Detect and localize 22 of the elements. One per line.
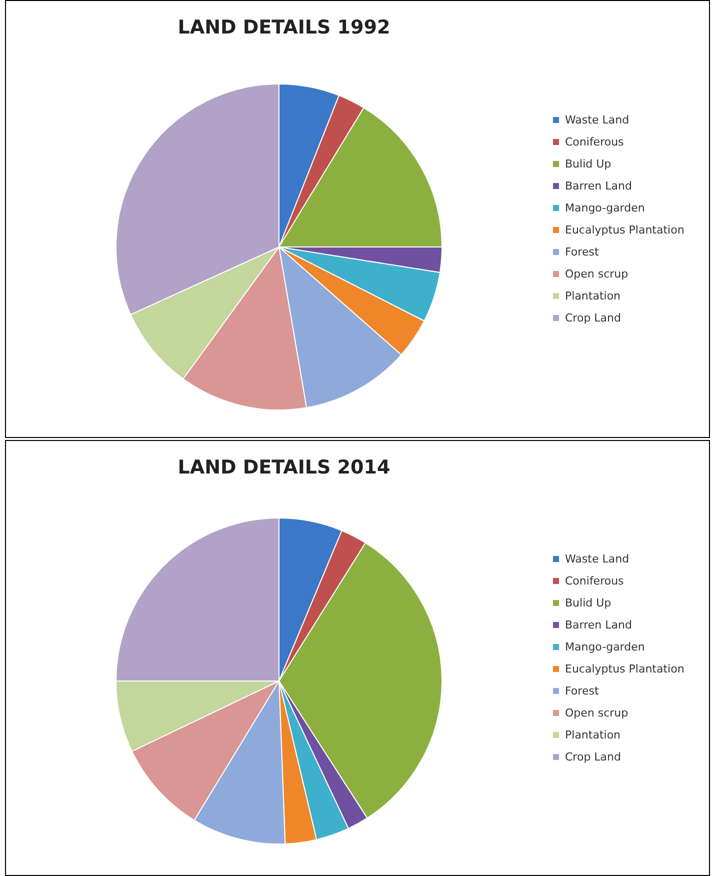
legend-label: Bulid Up [565,596,612,610]
legend-label: Barren Land [565,618,632,632]
legend-label: Waste Land [565,114,630,126]
chart-title: LAND DETAILS 1992 [178,16,390,38]
legend-label: Crop Land [565,750,621,764]
legend-label: Crop Land [565,312,621,324]
legend-label: Coniferous [565,136,624,148]
legend-label: Eucalyptus Plantation [565,224,684,236]
legend-label: Plantation [565,290,621,302]
legend-label: Forest [565,684,600,698]
legend-label: Bulid Up [565,158,612,170]
legend-label: Mango-garden [565,640,645,654]
legend-label: Open scrup [565,268,628,280]
legend-label: Mango-garden [565,202,645,214]
legend-label: Forest [565,246,600,258]
chart-title: LAND DETAILS 2014 [178,456,390,478]
legend-label: Eucalyptus Plantation [565,662,684,676]
legend-label: Open scrup [565,706,628,720]
legend-label: Plantation [565,728,621,742]
legend-label: Waste Land [565,552,630,566]
legend-label: Coniferous [565,574,624,588]
legend-label: Barren Land [565,180,632,192]
